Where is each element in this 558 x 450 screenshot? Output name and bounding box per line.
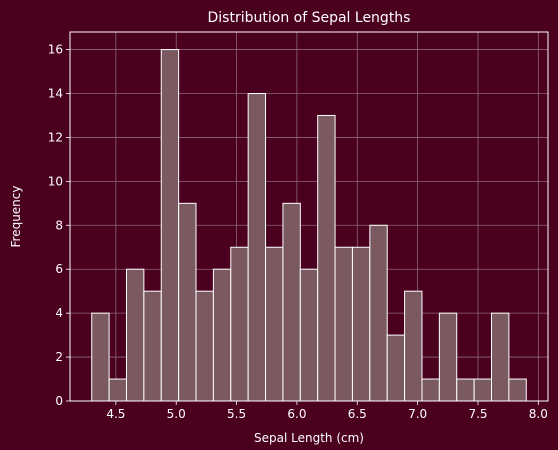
x-tick-label: 7.0	[408, 407, 427, 421]
histogram-bar	[108, 378, 127, 402]
histogram-bar	[178, 202, 197, 402]
histogram-bar	[456, 378, 475, 402]
y-tick-label: 8	[55, 218, 63, 232]
y-tick-label: 16	[48, 43, 63, 57]
x-tick-label: 6.5	[348, 407, 367, 421]
x-axis-ticks: 4.5 5.0 5.5 6.0 6.5 7.0 7.5 8.0	[106, 401, 548, 421]
x-tick-label: 4.5	[106, 407, 125, 421]
histogram-bar	[230, 246, 249, 402]
x-tick-label: 6.0	[287, 407, 306, 421]
y-tick-label: 12	[48, 130, 63, 144]
histogram-bar	[143, 290, 162, 402]
plot-frame	[69, 31, 549, 402]
histogram-bar	[91, 312, 110, 402]
histogram-bar	[317, 114, 336, 402]
histogram-bar	[282, 202, 301, 402]
x-axis-label: Sepal Length (cm)	[254, 431, 364, 445]
y-tick-label: 2	[55, 350, 63, 364]
histogram-bar	[265, 246, 284, 402]
x-tick-label: 5.0	[167, 407, 186, 421]
x-tick-label: 5.5	[227, 407, 246, 421]
histogram-bar	[491, 312, 510, 402]
chart-title: Distribution of Sepal Lengths	[208, 10, 411, 26]
histogram-bar	[212, 268, 232, 402]
histogram-bar	[351, 246, 371, 402]
y-axis-ticks: 0 2 4 6 8 10 12 14 16	[48, 43, 70, 408]
histogram-bar	[125, 268, 145, 402]
histogram-bar	[160, 49, 180, 402]
y-axis-label: Frequency	[9, 186, 23, 248]
histogram-bar	[334, 246, 353, 402]
y-tick-label: 4	[55, 306, 63, 320]
y-tick-label: 0	[55, 394, 63, 408]
histogram-bar	[438, 312, 458, 402]
histogram-bar	[508, 378, 527, 402]
histogram-bar	[247, 93, 267, 402]
histogram-bar	[195, 290, 214, 402]
histogram-bar	[473, 378, 493, 402]
y-tick-label: 10	[48, 174, 63, 188]
histogram-bar	[386, 334, 406, 402]
y-tick-label: 6	[55, 262, 63, 276]
histogram-bar	[404, 290, 423, 402]
y-tick-label: 14	[48, 87, 63, 101]
x-tick-label: 8.0	[529, 407, 548, 421]
histogram-bar	[369, 224, 388, 402]
x-tick-label: 7.5	[468, 407, 487, 421]
histogram-bar	[299, 268, 319, 402]
histogram-bar	[421, 378, 440, 402]
